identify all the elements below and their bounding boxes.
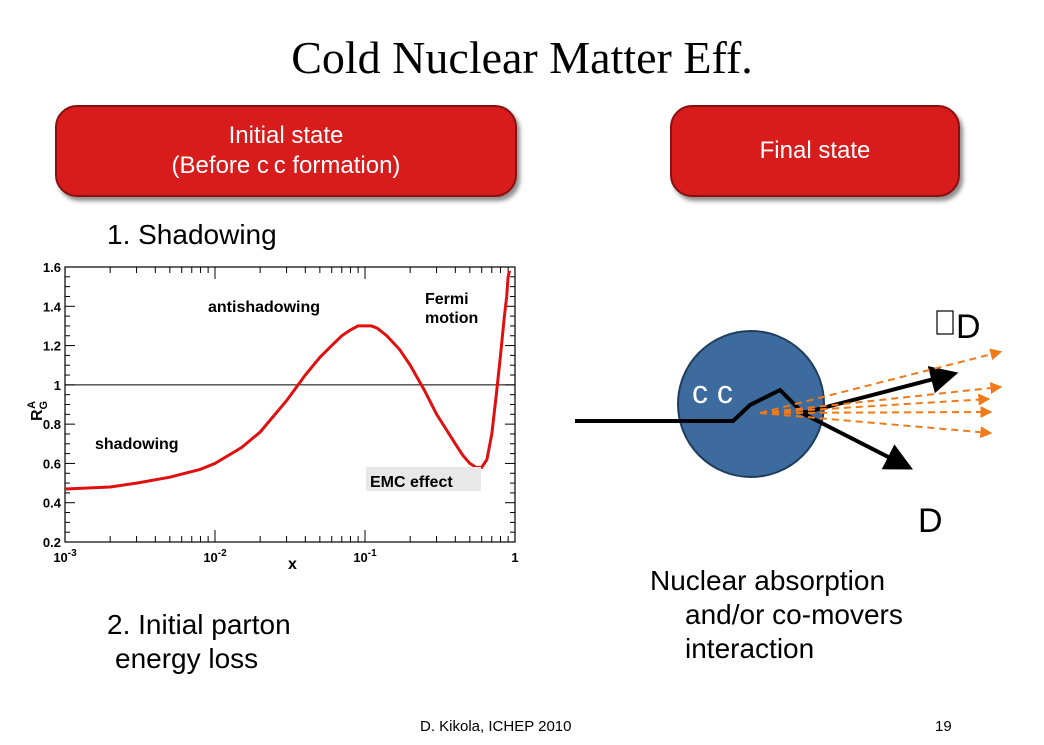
annotation-antishadowing: antishadowing: [208, 299, 320, 316]
y-tick-label: 0.6: [43, 456, 61, 471]
y-tick-label: 1.2: [43, 339, 61, 354]
x-tick-label: 10-3: [53, 548, 77, 565]
shadowing-curve: [64, 270, 512, 491]
y-tick-label: 1.6: [43, 260, 61, 275]
axis-ticks: [64, 266, 516, 543]
ccbar-label: c c: [692, 374, 733, 410]
parton-loss-line2: energy loss: [115, 643, 259, 674]
annotation-fermi-motion: Fermi motion: [425, 291, 478, 327]
initial-state-line1: Initial state: [228, 122, 344, 149]
slide-title: Cold Nuclear Matter Eff.: [291, 32, 753, 83]
initial-state-line2: (Before c c formation): [171, 152, 401, 179]
svg-text:D: D: [956, 308, 981, 346]
y-tick-labels: 0.2 0.4 0.6 0.8 1 1.2 1.4 1.6: [43, 260, 62, 550]
footer-author: D. Kikola, ICHEP 2010: [420, 718, 572, 735]
shadowing-plot: 0.2 0.4 0.6 0.8 1 1.2 1.4 1.6 10-3 10-2 10-1 1 sha…: [26, 260, 519, 573]
absorption-line3: interaction: [685, 633, 815, 664]
x-tick-label: 10-2: [203, 548, 227, 565]
x-tick-labels: 10-3 10-2 10-1 1: [53, 548, 518, 565]
absorption-diagram: c c D D: [575, 308, 1003, 540]
d-arrow: [799, 410, 913, 470]
y-tick-label: 1: [54, 378, 61, 393]
x-tick-label: 10-1: [353, 548, 377, 565]
y-tick-label: 0.4: [43, 496, 62, 511]
absorption-line2: and/or co-movers: [685, 599, 903, 630]
annotation-motion: motion: [425, 310, 478, 327]
parton-energy-loss: 2. Initial parton energy loss: [107, 608, 291, 676]
dbar-arrow: [806, 366, 959, 414]
y-tick-label: 1.4: [43, 299, 62, 314]
footer-page-number: 19: [935, 718, 952, 735]
d-label: D: [918, 502, 943, 540]
dbar-label: D: [936, 308, 981, 346]
absorption-text: Nuclear absorption and/or co-movers inte…: [650, 564, 903, 666]
annotation-emc-effect: EMC effect: [370, 474, 453, 491]
annotation-shadowing: shadowing: [95, 436, 179, 453]
shadowing-heading: 1. Shadowing: [107, 219, 277, 250]
absorption-line1: Nuclear absorption: [650, 565, 886, 596]
parton-loss-line1: 2. Initial parton: [107, 609, 291, 640]
x-tick-label: 1: [511, 550, 518, 565]
y-tick-label: 0.2: [43, 535, 61, 550]
annotation-fermi: Fermi: [425, 291, 469, 308]
emc-label-bg: [366, 467, 481, 491]
y-axis-label: RGA: [26, 401, 50, 421]
comover-arrows: [759, 348, 1003, 439]
x-axis-label: x: [288, 556, 297, 573]
initial-state-box: Initial state (Before c c formation): [55, 105, 517, 197]
y-tick-label: 0.8: [43, 417, 61, 432]
final-state-label: Final state: [759, 137, 871, 164]
final-state-box: Final state: [670, 105, 960, 197]
